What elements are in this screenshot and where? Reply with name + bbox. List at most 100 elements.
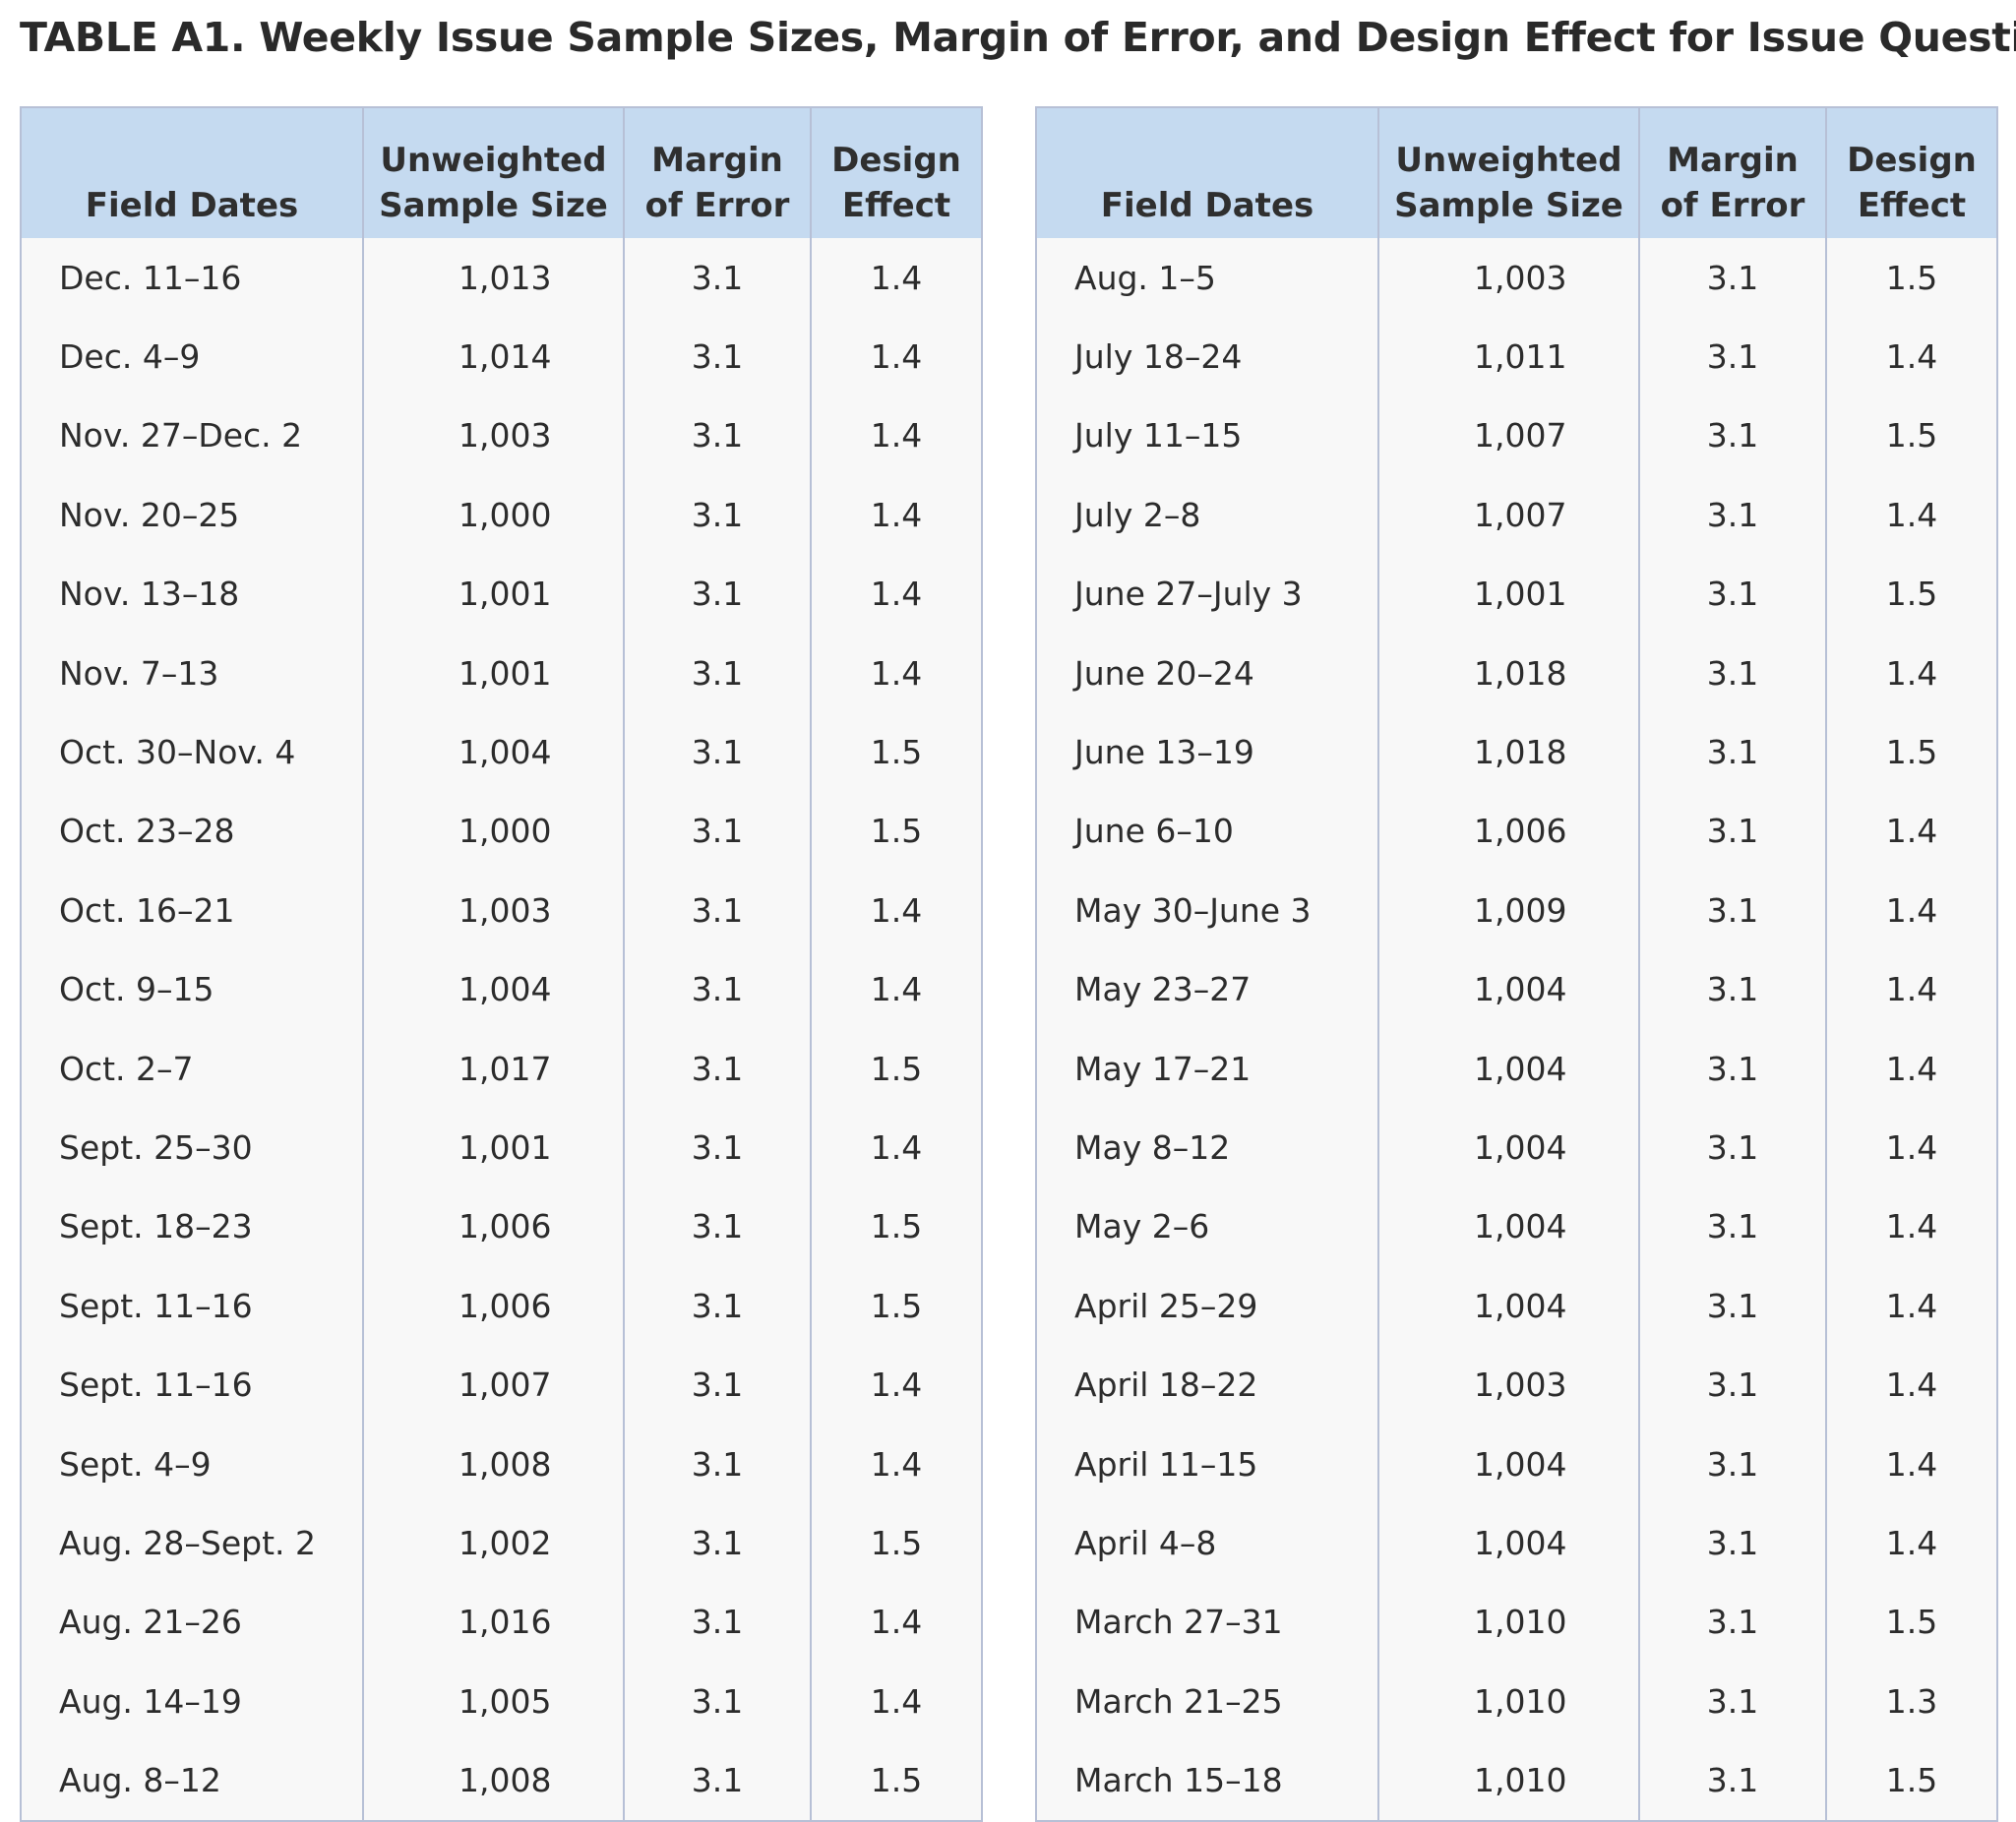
margin-of-error-cell: 3.1 — [623, 1186, 812, 1267]
field-date-cell: Nov. 7–13 — [20, 633, 364, 713]
design-effect-cell: 1.4 — [810, 1424, 983, 1504]
table-row: July 2–8 1,007 3.1 1.4 — [1035, 475, 1998, 555]
design-effect-cell: 1.5 — [810, 791, 983, 872]
design-effect-cell: 1.5 — [1825, 395, 1998, 476]
design-effect-cell: 1.4 — [1825, 871, 1998, 950]
field-date-cell: May 17–21 — [1035, 1028, 1379, 1109]
design-effect-cell: 1.4 — [1825, 1108, 1998, 1187]
table-row: Sept. 25–30 1,001 3.1 1.4 — [20, 1108, 983, 1187]
sample-size-cell: 1,004 — [1377, 949, 1640, 1029]
header-sample-size: Unweighted Sample Size — [1377, 106, 1640, 238]
design-effect-cell: 1.5 — [810, 1740, 983, 1822]
margin-of-error-cell: 3.1 — [623, 1582, 812, 1663]
margin-of-error-cell: 3.1 — [1638, 1503, 1827, 1583]
table-row: Oct. 9–15 1,004 3.1 1.4 — [20, 949, 983, 1029]
design-effect-cell: 1.5 — [1825, 554, 1998, 634]
margin-of-error-cell: 3.1 — [1638, 317, 1827, 396]
design-effect-cell: 1.4 — [1825, 1345, 1998, 1425]
sample-size-cell: 1,003 — [362, 395, 625, 476]
field-date-cell: Oct. 2–7 — [20, 1028, 364, 1109]
table-row: Aug. 8–12 1,008 3.1 1.5 — [20, 1740, 983, 1822]
margin-of-error-cell: 3.1 — [623, 317, 812, 396]
field-date-cell: Oct. 9–15 — [20, 949, 364, 1029]
margin-of-error-cell: 3.1 — [1638, 1662, 1827, 1741]
table-row: Sept. 18–23 1,006 3.1 1.5 — [20, 1186, 983, 1267]
sample-size-cell: 1,018 — [1377, 712, 1640, 792]
design-effect-cell: 1.4 — [810, 475, 983, 555]
sample-size-cell: 1,009 — [1377, 871, 1640, 950]
table-row: Oct. 23–28 1,000 3.1 1.5 — [20, 791, 983, 872]
field-date-cell: Aug. 21–26 — [20, 1582, 364, 1663]
header-sample-size: Unweighted Sample Size — [362, 106, 625, 238]
sample-size-cell: 1,010 — [1377, 1582, 1640, 1663]
sample-size-cell: 1,014 — [362, 317, 625, 396]
design-effect-cell: 1.4 — [1825, 791, 1998, 872]
sample-size-cell: 1,006 — [362, 1186, 625, 1267]
header-margin-of-error: Margin of Error — [623, 106, 812, 238]
field-date-cell: April 4–8 — [1035, 1503, 1379, 1583]
design-effect-cell: 1.4 — [1825, 1424, 1998, 1504]
field-date-cell: Nov. 27–Dec. 2 — [20, 395, 364, 476]
sample-size-cell: 1,006 — [362, 1266, 625, 1346]
field-date-cell: May 2–6 — [1035, 1186, 1379, 1267]
sample-table-left: Field Dates Unweighted Sample Size Margin… — [20, 106, 983, 1822]
field-date-cell: April 25–29 — [1035, 1266, 1379, 1346]
sample-size-cell: 1,008 — [362, 1424, 625, 1504]
sample-size-cell: 1,003 — [1377, 238, 1640, 318]
sample-size-cell: 1,001 — [362, 1108, 625, 1187]
design-effect-cell: 1.5 — [810, 1503, 983, 1583]
margin-of-error-cell: 3.1 — [623, 238, 812, 318]
table-row: Nov. 27–Dec. 2 1,003 3.1 1.4 — [20, 395, 983, 476]
sample-size-cell: 1,004 — [362, 949, 625, 1029]
table-row: April 25–29 1,004 3.1 1.4 — [1035, 1266, 1998, 1346]
design-effect-cell: 1.5 — [810, 1186, 983, 1267]
margin-of-error-cell: 3.1 — [623, 949, 812, 1029]
table-row: Nov. 20–25 1,000 3.1 1.4 — [20, 475, 983, 555]
table-row: April 11–15 1,004 3.1 1.4 — [1035, 1424, 1998, 1504]
design-effect-cell: 1.4 — [810, 633, 983, 713]
sample-size-cell: 1,004 — [362, 712, 625, 792]
margin-of-error-cell: 3.1 — [1638, 1424, 1827, 1504]
margin-of-error-cell: 3.1 — [1638, 1186, 1827, 1267]
table-body-right: Aug. 1–5 1,003 3.1 1.5 July 18–24 1,011 3.1 1.4… — [1035, 238, 1998, 1822]
field-date-cell: April 11–15 — [1035, 1424, 1379, 1504]
header-design-effect: Design Effect — [810, 106, 983, 238]
design-effect-cell: 1.4 — [1825, 949, 1998, 1029]
design-effect-cell: 1.5 — [1825, 238, 1998, 318]
margin-of-error-cell: 3.1 — [623, 1503, 812, 1583]
margin-of-error-cell: 3.1 — [623, 395, 812, 476]
table-row: June 13–19 1,018 3.1 1.5 — [1035, 712, 1998, 792]
table-row: Oct. 30–Nov. 4 1,004 3.1 1.5 — [20, 712, 983, 792]
field-date-cell: Oct. 23–28 — [20, 791, 364, 872]
margin-of-error-cell: 3.1 — [623, 791, 812, 872]
field-date-cell: June 20–24 — [1035, 633, 1379, 713]
field-date-cell: Nov. 13–18 — [20, 554, 364, 634]
design-effect-cell: 1.4 — [810, 1108, 983, 1187]
field-date-cell: May 23–27 — [1035, 949, 1379, 1029]
sample-size-cell: 1,007 — [1377, 475, 1640, 555]
table-row: June 27–July 3 1,001 3.1 1.5 — [1035, 554, 1998, 634]
table-row: March 21–25 1,010 3.1 1.3 — [1035, 1662, 1998, 1741]
margin-of-error-cell: 3.1 — [1638, 791, 1827, 872]
design-effect-cell: 1.4 — [810, 871, 983, 950]
design-effect-cell: 1.4 — [1825, 475, 1998, 555]
table-row: July 11–15 1,007 3.1 1.5 — [1035, 395, 1998, 476]
field-date-cell: June 27–July 3 — [1035, 554, 1379, 634]
field-date-cell: April 18–22 — [1035, 1345, 1379, 1425]
table-title: TABLE A1. Weekly Issue Sample Sizes, Mar… — [20, 14, 2016, 61]
design-effect-cell: 1.4 — [1825, 1186, 1998, 1267]
table-row: July 18–24 1,011 3.1 1.4 — [1035, 317, 1998, 396]
margin-of-error-cell: 3.1 — [623, 475, 812, 555]
table-row: Aug. 28–Sept. 2 1,002 3.1 1.5 — [20, 1503, 983, 1583]
table-row: Oct. 2–7 1,017 3.1 1.5 — [20, 1028, 983, 1109]
sample-size-cell: 1,000 — [362, 475, 625, 555]
header-design-effect: Design Effect — [1825, 106, 1998, 238]
design-effect-cell: 1.4 — [810, 1662, 983, 1741]
margin-of-error-cell: 3.1 — [1638, 633, 1827, 713]
design-effect-cell: 1.5 — [810, 712, 983, 792]
header-row: Field Dates Unweighted Sample Size Margin… — [1035, 106, 1998, 238]
field-date-cell: July 11–15 — [1035, 395, 1379, 476]
sample-size-cell: 1,006 — [1377, 791, 1640, 872]
field-date-cell: July 18–24 — [1035, 317, 1379, 396]
field-date-cell: Nov. 20–25 — [20, 475, 364, 555]
